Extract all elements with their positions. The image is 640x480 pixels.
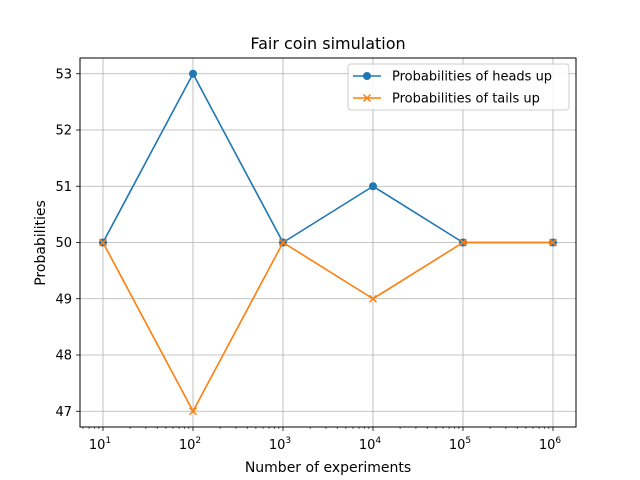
x-tick-label: 103 [269, 436, 291, 453]
axis-ticks [76, 73, 554, 431]
chart-title: Fair coin simulation [250, 34, 405, 53]
legend: Probabilities of heads up Probabilities … [347, 63, 570, 111]
heads-point [189, 69, 197, 78]
x-axis-title: Number of experiments [245, 460, 411, 476]
tails-point [278, 238, 288, 247]
tails-point [368, 294, 378, 303]
legend-heads-marker [363, 72, 371, 80]
y-tick-label: 48 [55, 349, 72, 364]
y-tick-label: 51 [55, 180, 72, 195]
y-axis-title: Probabilities [33, 200, 49, 286]
x-tick-label: 106 [539, 436, 562, 453]
x-tick-label: 102 [179, 436, 201, 453]
x-tick-labels: 101 102 103 104 105 106 [89, 436, 562, 453]
series-layer [98, 69, 558, 416]
tails-point [188, 407, 198, 416]
legend-tails-label: Probabilities of tails up [392, 92, 540, 107]
x-tick-label: 105 [449, 436, 471, 453]
y-tick-label: 47 [55, 405, 72, 420]
series-line-1 [102, 241, 553, 413]
legend-tails-marker [362, 93, 372, 103]
x-tick-label: 104 [359, 436, 382, 453]
y-tick-labels: 47 48 49 50 51 52 53 [55, 67, 72, 420]
legend-box [347, 63, 570, 111]
x-tick-label: 101 [89, 436, 111, 453]
y-tick-label: 49 [55, 292, 72, 307]
tails-point [98, 238, 108, 247]
tails-point [548, 238, 558, 247]
heads-point [369, 182, 377, 191]
y-tick-label: 52 [55, 124, 72, 139]
legend-heads-label: Probabilities of heads up [392, 70, 552, 85]
y-tick-label: 50 [55, 236, 72, 251]
y-tick-label: 53 [55, 67, 72, 82]
tails-point [458, 238, 468, 247]
